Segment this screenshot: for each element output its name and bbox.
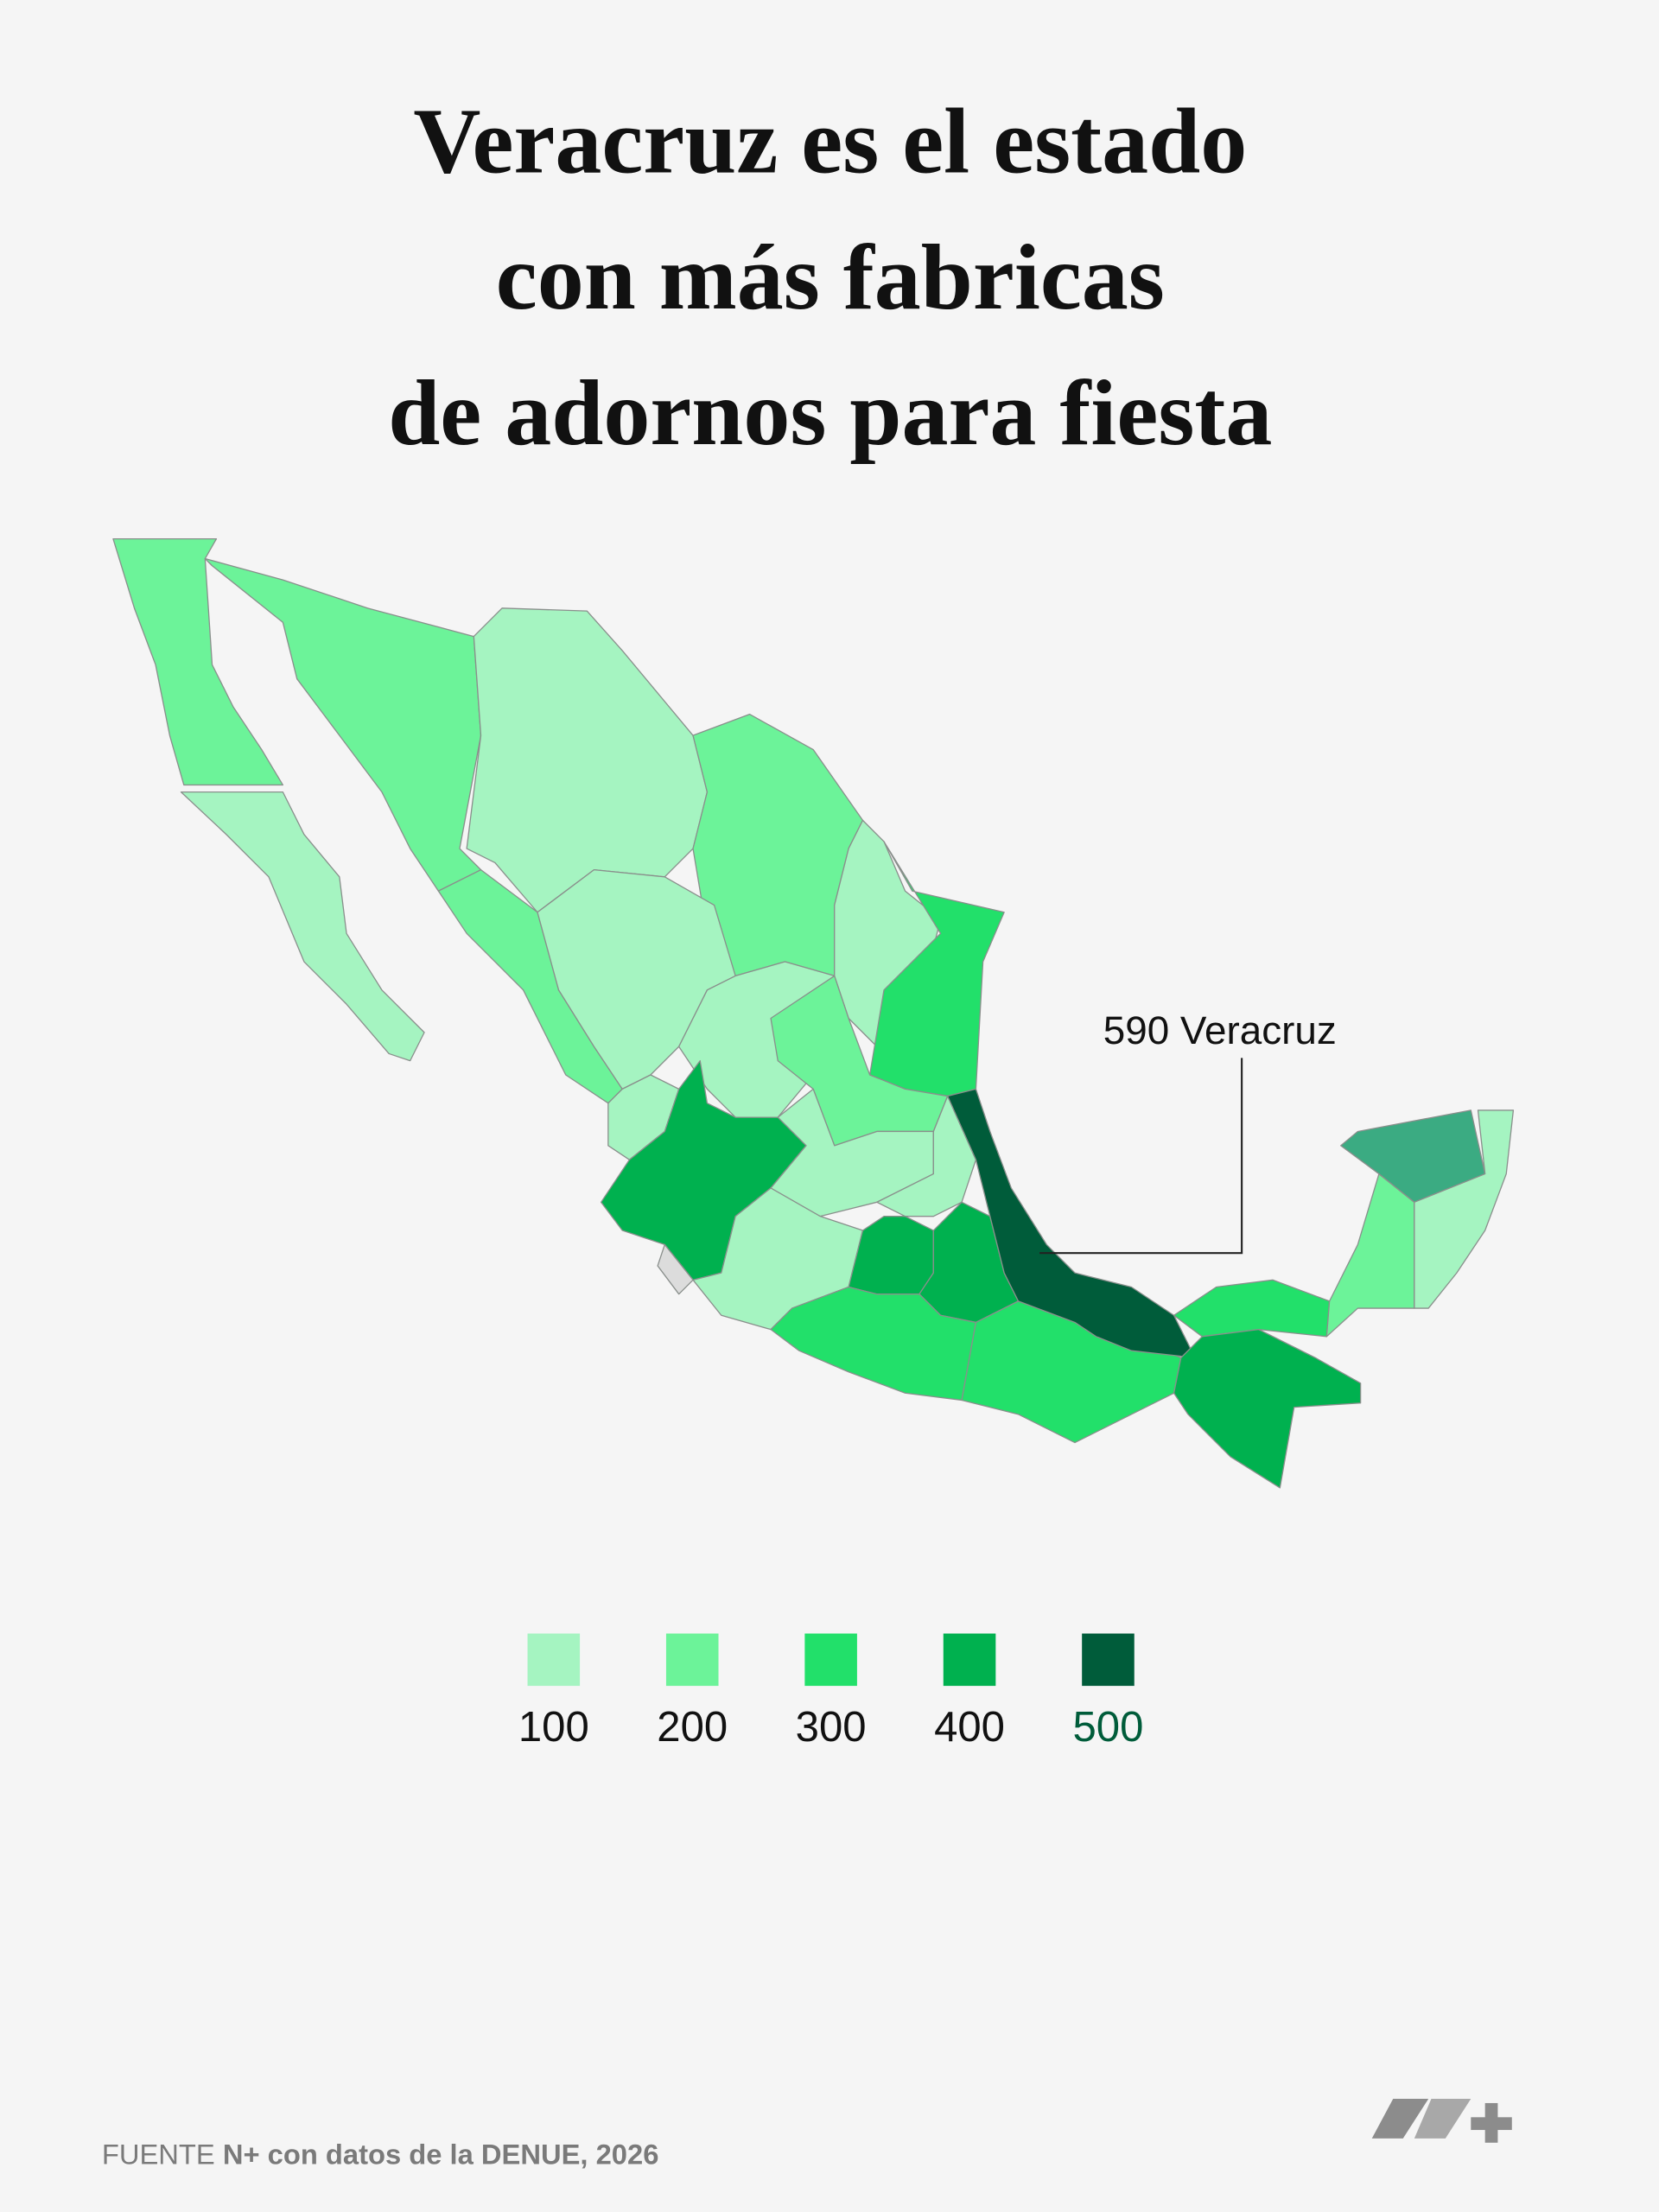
legend-label: 300 <box>796 1704 867 1751</box>
annotation-leader <box>1039 1058 1243 1255</box>
state <box>770 1286 977 1402</box>
legend-label: 500 <box>1072 1704 1143 1751</box>
legend-swatch <box>804 1633 857 1687</box>
state <box>657 1243 694 1295</box>
logo-shape <box>1371 2099 1429 2139</box>
logo <box>1371 2099 1512 2143</box>
title-line: con más fabricas <box>496 226 1165 329</box>
state <box>1173 1328 1362 1489</box>
legend-swatch <box>943 1633 996 1687</box>
legend-swatch <box>1082 1633 1135 1687</box>
legend-label: 400 <box>934 1704 1005 1751</box>
source-prefix: FUENTE <box>102 2138 215 2170</box>
state <box>112 537 284 786</box>
map <box>112 537 1515 1489</box>
state <box>180 791 425 1062</box>
legend-label: 200 <box>657 1704 728 1751</box>
legend-label: 100 <box>518 1704 589 1751</box>
state <box>1414 1109 1515 1309</box>
source: FUENTE N+ con datos de la DENUE, 2026 <box>102 2138 659 2170</box>
legend-swatch <box>527 1633 581 1687</box>
logo-plus <box>1471 2117 1512 2131</box>
annotation: 590 Veracruz <box>1103 1008 1337 1052</box>
logo-shape <box>1414 2099 1471 2139</box>
source-text: N+ con datos de la DENUE, 2026 <box>223 2138 659 2170</box>
title-line: de adornos para fiesta <box>388 362 1272 465</box>
legend-swatch <box>665 1633 719 1687</box>
title-line: Veracruz es el estado <box>413 91 1247 194</box>
